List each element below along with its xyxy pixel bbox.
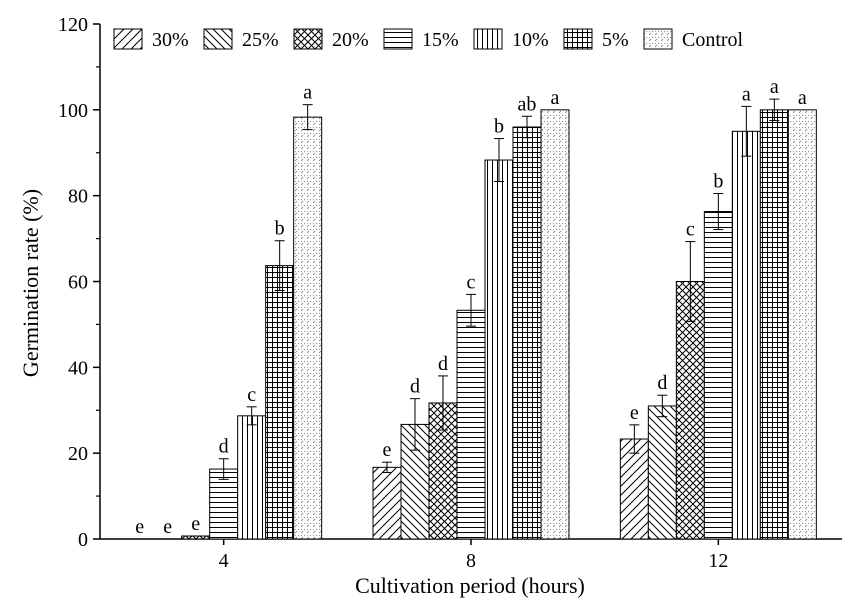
x-axis-label: Cultivation period (hours) (355, 573, 585, 598)
bar (540, 109, 570, 540)
significance-label: a (770, 76, 779, 98)
legend-label: 20% (332, 29, 369, 51)
legend-swatch (383, 28, 413, 50)
bar (484, 159, 514, 540)
significance-label: d (219, 436, 229, 458)
legend-swatch (473, 28, 503, 50)
x-tick-label: 4 (219, 550, 229, 572)
bar (787, 109, 817, 540)
x-tick-label: 12 (708, 550, 728, 572)
legend-label: 30% (152, 29, 189, 51)
y-tick-label: 40 (68, 357, 88, 379)
x-tick-label: 8 (466, 550, 476, 572)
y-tick-label: 60 (68, 272, 88, 294)
significance-label: b (494, 116, 504, 138)
legend-label: 10% (512, 29, 549, 51)
y-axis-label: Germination rate (%) (18, 189, 43, 377)
significance-label: d (410, 376, 420, 398)
significance-label: ab (518, 93, 537, 115)
significance-label: e (630, 402, 639, 424)
y-tick-label: 20 (68, 443, 88, 465)
significance-label: a (551, 87, 560, 109)
significance-label: e (191, 513, 200, 535)
bar (293, 116, 323, 540)
bar (265, 265, 295, 540)
legend-swatch (113, 28, 143, 50)
legend-swatch (563, 28, 593, 50)
legend-label: 25% (242, 29, 279, 51)
bar (703, 211, 733, 540)
legend-label: Control (682, 29, 744, 51)
significance-label: d (657, 372, 667, 394)
legend-swatch (293, 28, 323, 50)
bar (619, 438, 649, 540)
significance-label: c (467, 271, 476, 293)
legend-swatch (203, 28, 233, 50)
significance-label: c (686, 219, 695, 241)
significance-label: e (383, 439, 392, 461)
significance-label: b (713, 171, 723, 193)
bar (372, 466, 402, 540)
bar (647, 405, 677, 540)
y-tick-label: 0 (78, 529, 88, 551)
bar (731, 130, 761, 540)
bar (456, 309, 486, 540)
significance-label: e (163, 516, 172, 538)
bar (181, 535, 211, 540)
bar (512, 126, 542, 540)
y-tick-label: 120 (58, 14, 88, 36)
significance-label: a (798, 87, 807, 109)
significance-label: d (438, 353, 448, 375)
bar (237, 415, 267, 540)
significance-label: e (135, 516, 144, 538)
significance-label: c (247, 384, 256, 406)
significance-label: a (742, 83, 751, 105)
y-tick-label: 100 (58, 100, 88, 122)
significance-label: b (275, 218, 285, 240)
legend-swatch (643, 28, 673, 50)
legend: 30% 25% 20% 15% 10% 5% Control (113, 28, 744, 51)
y-tick-label: 80 (68, 186, 88, 208)
bar (209, 468, 239, 540)
legend-label: 5% (602, 29, 629, 51)
bar (759, 109, 789, 540)
significance-label: a (303, 82, 312, 104)
legend-label: 15% (422, 29, 459, 51)
